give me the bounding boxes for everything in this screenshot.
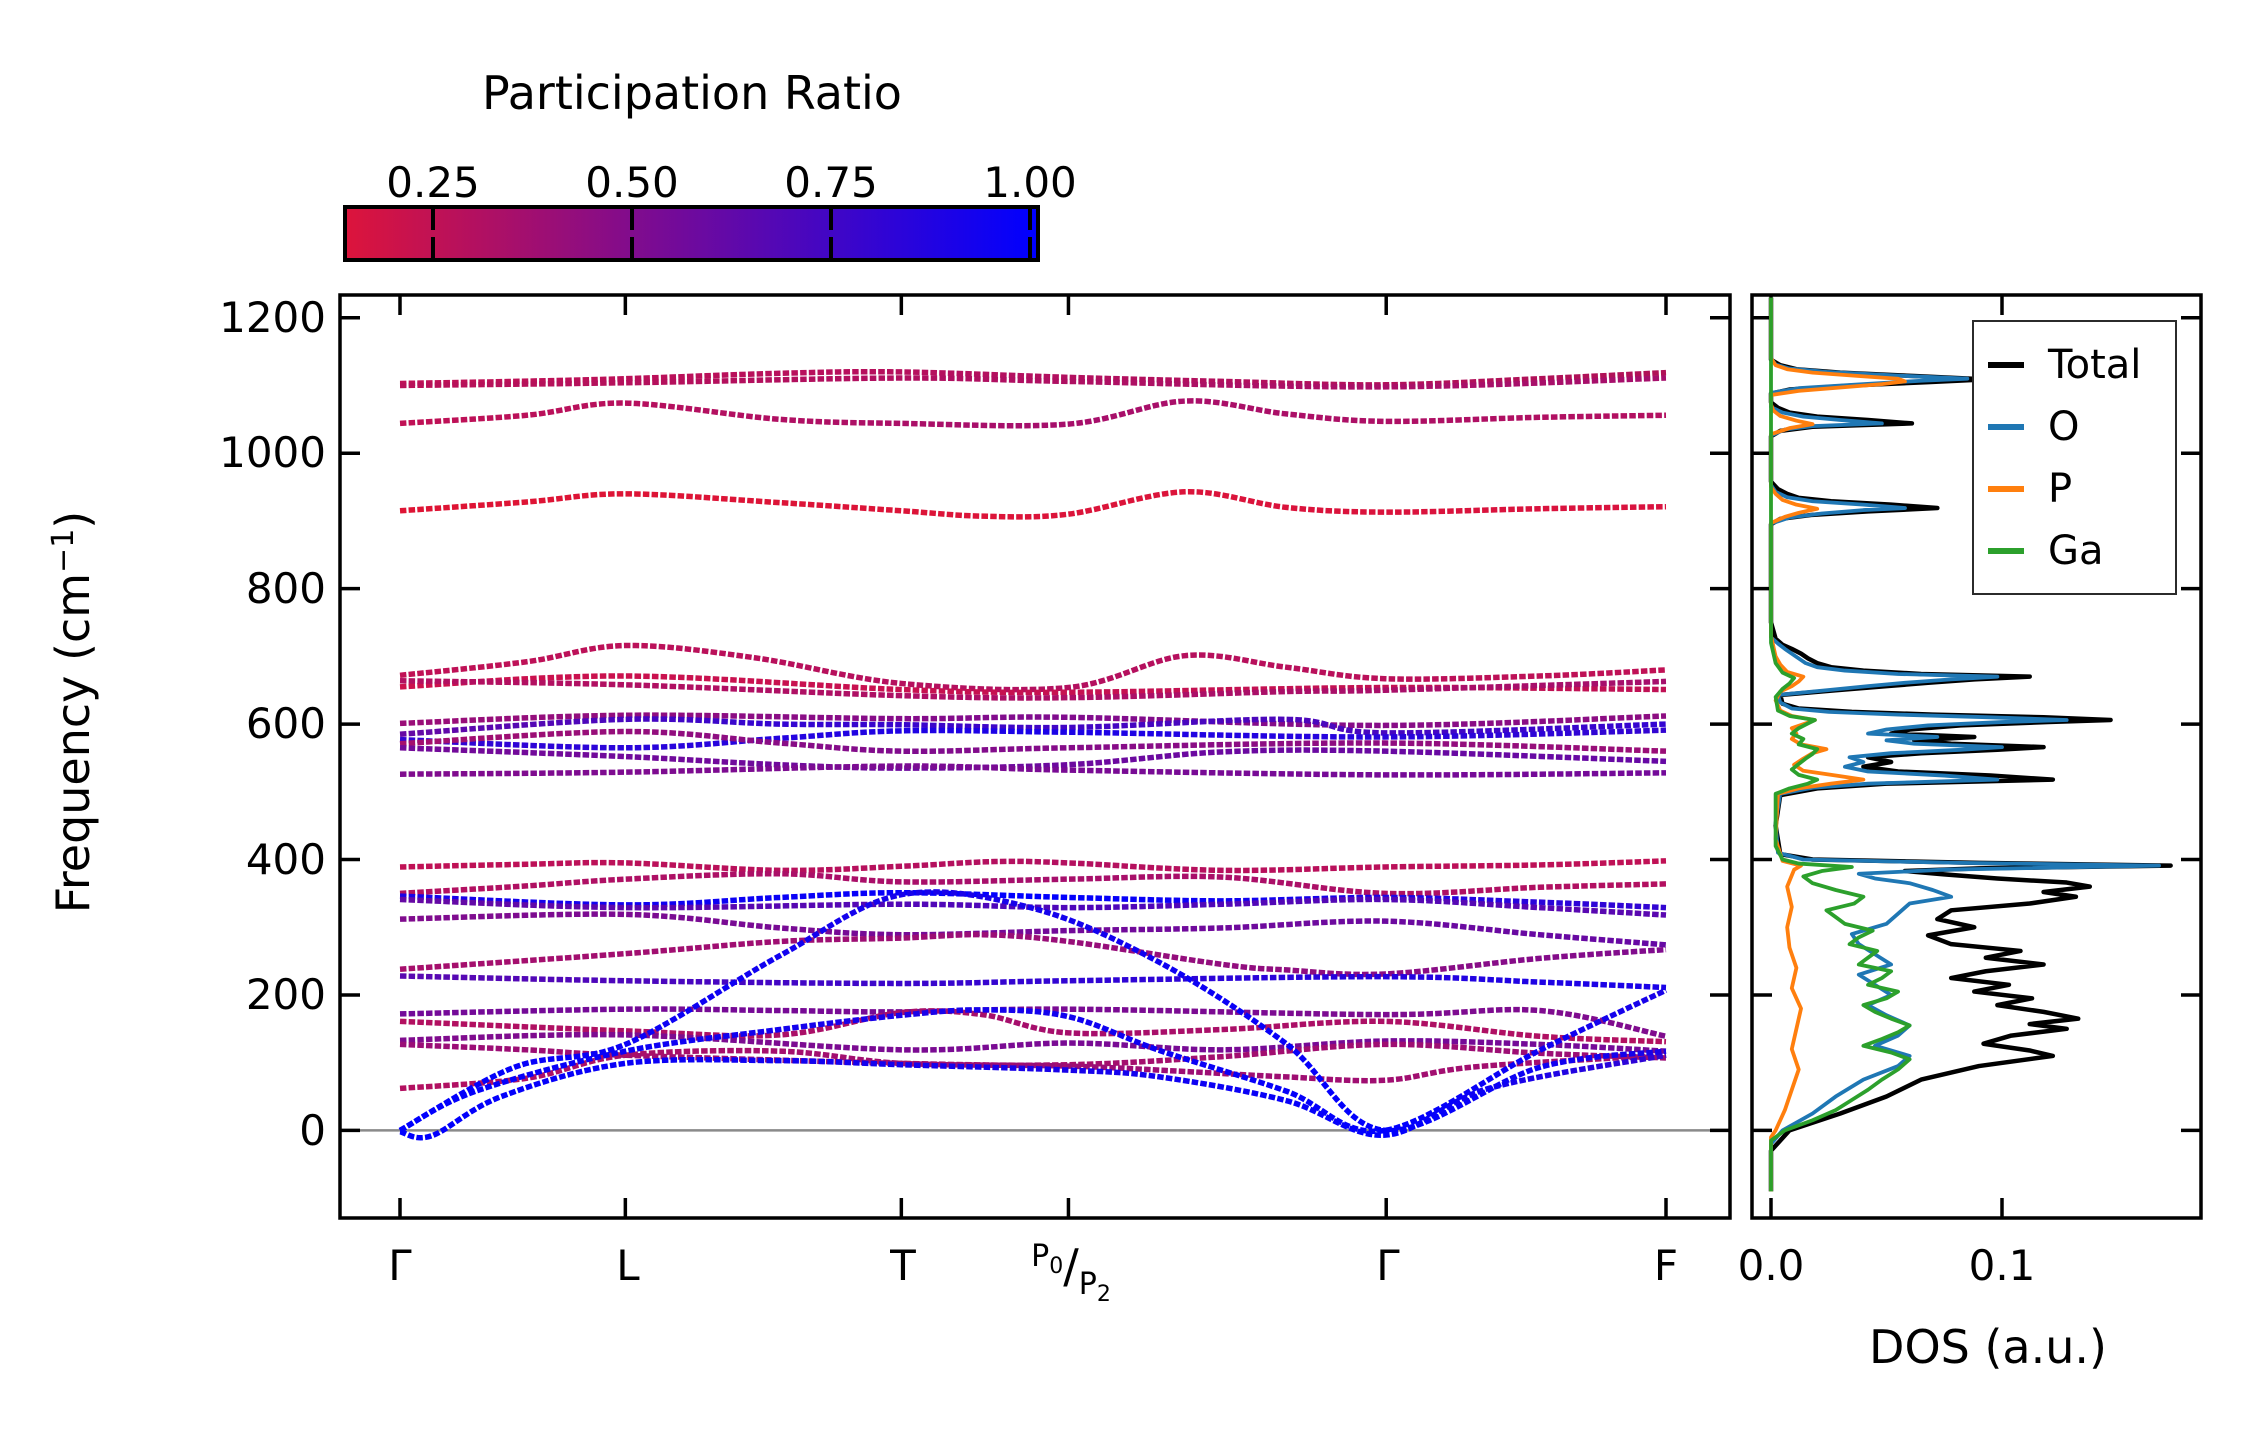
legend-line-o-icon — [1988, 423, 2024, 430]
y-tick-label: 600 — [245, 699, 326, 748]
band-panel-frame — [338, 293, 1732, 1220]
band-curve — [399, 1041, 1667, 1068]
dos-axis-label: DOS (a.u.) — [1869, 1320, 2107, 1374]
band-curve — [399, 1006, 1667, 1039]
y-tick-label: 1200 — [219, 293, 326, 342]
legend-label-p: P — [2048, 465, 2073, 512]
dos-tick-label: 0.0 — [1737, 1241, 1805, 1290]
legend-item-o: O — [1974, 396, 2175, 458]
colorbar-tick-label: 0.75 — [784, 158, 878, 207]
dos-panel-frame — [1750, 293, 2203, 1220]
colorbar-tick — [829, 209, 833, 230]
band-curve — [398, 889, 1667, 1134]
colorbar-tick — [1028, 237, 1032, 258]
y-axis-label-close: ) — [46, 510, 101, 529]
legend-label-total: Total — [2048, 341, 2142, 388]
kpoint-p2: P2 — [1078, 1267, 1111, 1307]
band-curve — [399, 870, 1667, 897]
participation-ratio-colorbar — [343, 205, 1040, 262]
kpoint-label-gamma: Γ — [388, 1241, 412, 1290]
colorbar-tick — [829, 237, 833, 258]
y-axis-label-sup: −1 — [45, 528, 81, 573]
band-curve — [399, 398, 1667, 429]
y-tick-label: 400 — [245, 835, 326, 884]
legend-item-ga: Ga — [1974, 520, 2175, 582]
band-curve — [399, 896, 1667, 918]
band-curve — [399, 745, 1667, 771]
colorbar-tick — [431, 237, 435, 258]
kpoint-p0: P0 — [1031, 1239, 1064, 1279]
colorbar-title: Participation Ratio — [482, 66, 902, 120]
kpoint-label-t: T — [890, 1241, 916, 1290]
legend-line-ga-icon — [1988, 547, 2024, 554]
band-curve — [399, 858, 1667, 874]
legend-label-ga: Ga — [2048, 527, 2104, 574]
colorbar-tick — [431, 209, 435, 230]
colorbar-tick — [1028, 209, 1032, 230]
band-curve — [399, 727, 1667, 751]
dos-tick-label: 0.1 — [1968, 1241, 2036, 1290]
band-curve — [399, 1031, 1667, 1054]
kpoint-slash: / — [1063, 1239, 1079, 1293]
y-tick-label: 1000 — [219, 428, 326, 477]
band-curve — [399, 1047, 1667, 1092]
band-curve — [399, 728, 1667, 755]
legend-item-p: P — [1974, 458, 2175, 520]
colorbar-tick — [630, 209, 634, 230]
band-curve — [399, 368, 1667, 388]
band-curve — [399, 911, 1667, 948]
band-curve — [399, 716, 1667, 737]
band-curve — [399, 889, 1667, 911]
legend-item-total: Total — [1974, 334, 2175, 396]
band-curve — [399, 973, 1667, 991]
band-curve — [399, 1008, 1667, 1045]
y-axis-label: Frequency (cm−1) — [46, 511, 100, 914]
y-tick-label: 800 — [245, 564, 326, 613]
kpoint-label-l: L — [616, 1241, 640, 1290]
legend-line-total-icon — [1988, 361, 2024, 368]
band-curve — [399, 489, 1667, 520]
kpoint-label-gamma2: Γ — [1376, 1241, 1400, 1290]
colorbar-tick-label: 0.50 — [585, 158, 679, 207]
dos-legend: Total O P Ga — [1972, 320, 2177, 595]
band-curve — [399, 931, 1667, 978]
colorbar-tick-label: 0.25 — [386, 158, 480, 207]
band-curve — [399, 763, 1667, 778]
band-curve — [399, 712, 1667, 729]
legend-line-p-icon — [1988, 485, 2024, 492]
band-curve — [399, 677, 1667, 701]
colorbar-tick-label: 1.00 — [983, 158, 1077, 207]
colorbar-tick — [630, 237, 634, 258]
legend-label-o: O — [2048, 403, 2080, 450]
kpoint-label-f: F — [1653, 1241, 1679, 1290]
y-tick-label: 0 — [299, 1106, 326, 1155]
dos-curve-ga — [1769, 297, 1912, 1192]
band-curve — [399, 642, 1667, 693]
kpoint-label-p0-p2: P0/P2 — [1031, 1239, 1111, 1309]
band-curve — [399, 375, 1667, 390]
y-axis-label-main: Frequency (cm — [46, 572, 101, 914]
y-tick-label: 200 — [245, 970, 326, 1019]
band-curve — [398, 987, 1668, 1135]
